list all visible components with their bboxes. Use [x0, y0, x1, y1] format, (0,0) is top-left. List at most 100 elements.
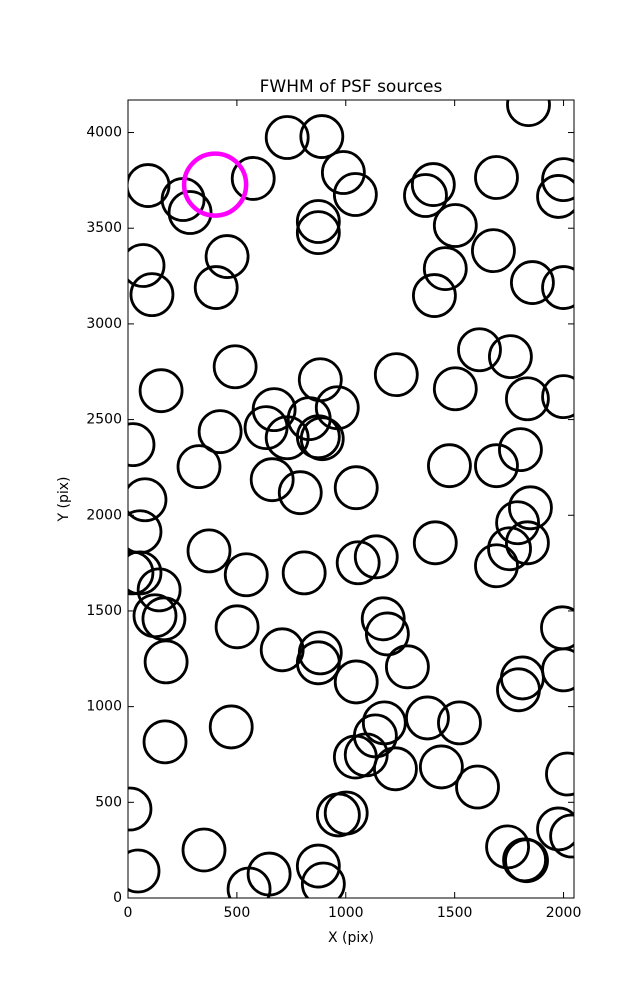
psf-source	[243, 405, 289, 451]
psf-source	[541, 157, 574, 203]
psf-source	[299, 114, 345, 159]
psf-source	[295, 210, 341, 256]
y-tick-label: 0	[113, 890, 122, 906]
y-tick-label: 3500	[86, 220, 122, 236]
y-tick-label: 4000	[86, 125, 122, 141]
psf-source	[488, 334, 533, 380]
psf-source	[437, 700, 482, 746]
psf-source	[128, 422, 156, 468]
y-tick-label: 500	[95, 794, 122, 810]
psf-source	[410, 162, 456, 207]
psf-source	[128, 550, 155, 596]
psf-source	[343, 732, 389, 778]
psf-source	[360, 596, 406, 642]
psf-source	[412, 273, 457, 318]
psf-source	[320, 150, 366, 195]
psf-source	[181, 827, 227, 873]
psf-source	[295, 640, 341, 686]
psf-source	[474, 155, 519, 200]
psf-source	[128, 786, 153, 832]
psf-source	[300, 861, 346, 898]
y-axis-label: Y (pix)	[56, 477, 72, 523]
psf-source	[208, 704, 254, 750]
psf-source	[142, 719, 188, 765]
psf-source	[495, 500, 540, 546]
psf-source	[504, 520, 550, 566]
psf-source	[128, 848, 161, 894]
psf-source	[295, 199, 341, 244]
psf-source	[128, 243, 166, 288]
psf-source	[277, 470, 323, 516]
psf-source	[212, 344, 258, 390]
psf-source	[299, 416, 345, 462]
psf-source	[506, 100, 551, 127]
psf-source	[332, 172, 378, 217]
x-tick-label: 500	[224, 905, 251, 921]
psf-source	[412, 520, 458, 566]
psf-source	[496, 667, 541, 713]
psf-source	[295, 414, 341, 460]
psf-source	[335, 540, 381, 586]
psf-source	[422, 246, 468, 291]
psf-source	[204, 234, 250, 279]
highlight-source	[181, 151, 249, 218]
psf-source	[403, 173, 448, 218]
psf-source	[143, 639, 189, 685]
psf-source	[536, 174, 574, 219]
x-tick-label: 1500	[437, 905, 473, 921]
psf-source	[418, 744, 464, 790]
psf-source	[541, 265, 574, 310]
plot-area	[128, 100, 574, 898]
psf-source	[373, 352, 419, 398]
psf-source	[214, 604, 260, 650]
psf-source	[138, 368, 184, 414]
psf-source	[504, 376, 550, 422]
psf-source	[129, 272, 175, 318]
psf-source	[353, 534, 399, 580]
psf-source	[405, 695, 450, 741]
psf-source	[373, 746, 418, 792]
psf-source	[136, 567, 182, 613]
y-tick-label: 1000	[86, 699, 122, 715]
psf-source	[186, 528, 232, 574]
psf-source	[264, 115, 310, 160]
y-tick-label: 2500	[86, 412, 122, 428]
psf-source	[455, 764, 500, 810]
psf-source	[193, 265, 239, 310]
psf-source	[167, 190, 213, 235]
psf-source	[333, 659, 379, 705]
psf-source	[510, 260, 555, 305]
psf-source	[498, 427, 543, 473]
psf-source	[457, 327, 502, 373]
psf-source	[128, 477, 168, 523]
psf-source	[246, 851, 292, 897]
psf-source	[504, 838, 549, 884]
plot-frame	[127, 99, 575, 899]
psf-source	[249, 457, 295, 503]
psf-source	[223, 552, 269, 598]
x-tick-label: 0	[124, 905, 133, 921]
x-tick-label: 1000	[328, 905, 364, 921]
psf-source	[230, 156, 276, 201]
y-tick-label: 2000	[86, 507, 122, 523]
psf-source	[474, 443, 519, 489]
psf-source	[545, 751, 574, 797]
psf-source	[432, 366, 478, 412]
psf-source	[176, 444, 222, 490]
chart-title: FWHM of PSF sources	[260, 77, 443, 97]
psf-source	[471, 228, 516, 274]
psf-source	[295, 843, 341, 889]
psf-source	[474, 543, 519, 589]
psf-source	[385, 644, 430, 690]
y-tick-label: 3000	[86, 316, 122, 332]
psf-source	[323, 790, 369, 836]
y-tick-label: 1500	[86, 603, 122, 619]
psf-source	[432, 203, 478, 248]
psf-source	[541, 374, 574, 420]
psf-source	[128, 550, 163, 596]
psf-source	[364, 611, 410, 657]
psf-source	[197, 409, 243, 455]
psf-source	[508, 485, 553, 531]
psf-source	[427, 443, 472, 489]
